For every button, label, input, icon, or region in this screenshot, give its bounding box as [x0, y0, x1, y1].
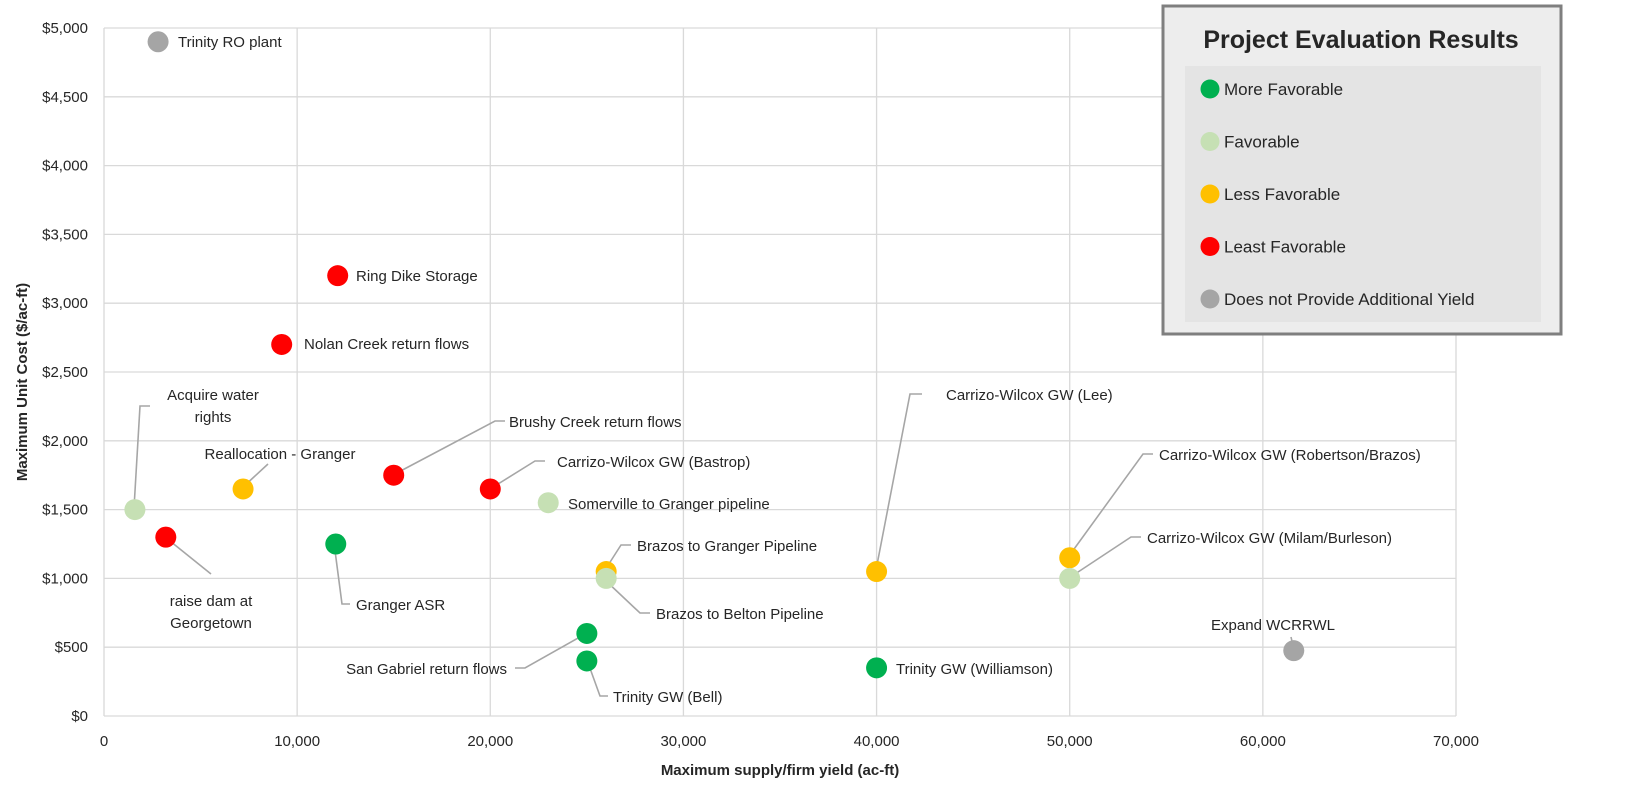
legend-label: Does not Provide Additional Yield — [1224, 290, 1474, 309]
legend-label: More Favorable — [1224, 80, 1343, 99]
data-point — [232, 478, 254, 500]
y-tick-label: $3,000 — [42, 295, 88, 312]
legend-marker — [1200, 237, 1220, 256]
label-leader-line — [604, 579, 650, 614]
legend-inner — [1185, 66, 1541, 322]
label-leader-line — [1068, 453, 1153, 557]
legend: Project Evaluation Results More Favorabl… — [1161, 4, 1563, 336]
point-label: Granger ASR — [356, 597, 445, 614]
point-label: Trinity RO plant — [178, 34, 282, 51]
y-tick-label: $3,500 — [42, 226, 88, 243]
label-leader-line — [392, 420, 505, 476]
point-label: Nolan Creek return flows — [304, 336, 469, 353]
point-label: Brazos to Granger Pipeline — [637, 538, 817, 555]
data-point — [325, 533, 347, 555]
y-tick-label: $2,500 — [42, 364, 88, 381]
y-tick-label: $2,000 — [42, 433, 88, 450]
data-point — [479, 478, 501, 500]
label-leader-line — [875, 393, 922, 571]
point-label: Ring Dike Storage — [356, 268, 478, 285]
data-point — [537, 492, 559, 514]
legend-label: Least Favorable — [1224, 238, 1346, 257]
legend-marker — [1200, 184, 1220, 204]
point-label: Somerville to Granger pipeline — [568, 496, 770, 513]
x-tick-label: 30,000 — [660, 733, 706, 750]
gridlines — [103, 27, 1457, 717]
x-axis-title: Maximum supply/firm yield (ac-ft) — [661, 762, 899, 779]
x-tick-label: 50,000 — [1047, 733, 1093, 750]
point-label: San Gabriel return flows — [346, 661, 507, 678]
point-labels: Trinity RO plant Ring Dike Storage Nolan C… — [167, 34, 1421, 706]
point-label: Carrizo-Wilcox GW (Bastrop) — [557, 454, 750, 471]
y-tick-label: $4,000 — [42, 158, 88, 175]
legend-label: Favorable — [1224, 133, 1300, 152]
data-point — [576, 622, 598, 644]
data-point — [155, 526, 177, 548]
x-axis-ticks: 0 10,000 20,000 30,000 40,000 50,000 60,000 70,… — [100, 733, 1479, 750]
label-leader-line — [604, 544, 631, 571]
data-point — [383, 464, 405, 486]
y-tick-label: $1,500 — [42, 502, 88, 519]
data-point — [1059, 547, 1081, 569]
point-label: Trinity GW (Williamson) — [896, 661, 1053, 678]
data-point — [1283, 640, 1305, 662]
point-label: Brushy Creek return flows — [509, 414, 682, 431]
y-tick-label: $500 — [55, 639, 88, 656]
x-tick-label: 40,000 — [854, 733, 900, 750]
x-tick-label: 20,000 — [467, 733, 513, 750]
y-tick-label: $4,500 — [42, 89, 88, 106]
x-tick-label: 10,000 — [274, 733, 320, 750]
point-label: Acquire water — [167, 387, 259, 404]
label-leader-line — [489, 460, 545, 490]
y-tick-label: $1,000 — [42, 570, 88, 587]
y-tick-label: $5,000 — [42, 20, 88, 37]
data-point — [866, 657, 888, 679]
point-label: Carrizo-Wilcox GW (Lee) — [946, 387, 1113, 404]
label-leader-lines — [133, 393, 1295, 697]
legend-label: Less Favorable — [1224, 185, 1340, 204]
point-label: Expand WCRRWL — [1211, 617, 1335, 634]
legend-marker — [1200, 79, 1220, 99]
data-point — [1059, 567, 1081, 589]
data-point — [866, 561, 888, 583]
legend-items: More Favorable Favorable Less Favorable Lea… — [1200, 79, 1474, 309]
data-point — [595, 567, 617, 589]
point-label: Brazos to Belton Pipeline — [656, 606, 824, 623]
legend-marker — [1200, 132, 1220, 151]
y-axis-ticks: $0 $500 $1,000 $1,500 $2,000 $2,500 $3,000 $3,5… — [42, 20, 88, 725]
data-point — [271, 333, 293, 355]
y-axis-title: Maximum Unit Cost ($/ac-ft) — [14, 283, 31, 481]
legend-title: Project Evaluation Results — [1203, 26, 1518, 54]
y-tick-label: $0 — [71, 708, 88, 725]
label-leader-line — [586, 659, 608, 697]
x-tick-label: 0 — [100, 733, 108, 750]
data-point — [327, 265, 349, 287]
label-leader-line — [515, 632, 588, 669]
x-tick-label: 60,000 — [1240, 733, 1286, 750]
legend-marker — [1200, 289, 1220, 309]
point-label: rights — [195, 409, 232, 426]
point-label: Georgetown — [170, 615, 252, 632]
x-tick-label: 70,000 — [1433, 733, 1479, 750]
data-point — [576, 650, 598, 672]
point-label: raise dam at — [170, 593, 253, 610]
data-point — [124, 499, 146, 521]
label-leader-line — [133, 405, 150, 509]
point-label: Carrizo-Wilcox GW (Milam/Burleson) — [1147, 530, 1392, 547]
point-label: Trinity GW (Bell) — [613, 689, 722, 706]
label-leader-line — [333, 542, 350, 605]
point-label: Reallocation - Granger — [205, 446, 356, 463]
data-points — [124, 31, 1305, 679]
point-label: Carrizo-Wilcox GW (Robertson/Brazos) — [1159, 447, 1421, 464]
label-leader-line — [1068, 536, 1141, 579]
data-point — [147, 31, 169, 53]
